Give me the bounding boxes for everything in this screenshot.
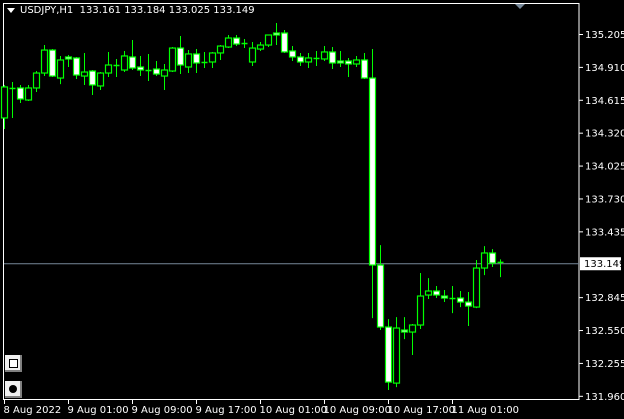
candle-bear	[128, 56, 137, 69]
y-tick-label: 134.615	[585, 96, 624, 107]
candle-bull	[32, 72, 41, 89]
candle-bull	[304, 57, 313, 63]
candle-bear	[64, 56, 73, 60]
chart-title: USDJPY,H1 133.161 133.184 133.025 133.14…	[20, 5, 255, 16]
candle-bear	[440, 295, 449, 299]
x-tick-label: 10 Aug 01:00	[260, 405, 327, 416]
candle-bear	[152, 68, 161, 75]
candle-bear	[280, 32, 289, 53]
candle-bull	[480, 252, 489, 269]
candle-bear	[16, 87, 25, 100]
candle-bull	[256, 44, 265, 50]
x-tick-label: 9 Aug 01:00	[68, 405, 129, 416]
x-tick-label: 9 Aug 09:00	[132, 405, 193, 416]
candle-bull	[80, 71, 89, 77]
candle-bull	[120, 55, 129, 71]
x-tick-label: 8 Aug 2022	[4, 405, 62, 416]
circle-button[interactable]	[5, 381, 22, 398]
y-tick-label: 132.550	[585, 326, 624, 337]
candle-bull	[392, 327, 401, 384]
candle-bull	[424, 290, 433, 296]
candle-bull	[416, 295, 425, 326]
square-icon	[9, 359, 18, 368]
candle-bear	[88, 70, 97, 86]
candle-bear	[344, 60, 353, 65]
y-tick-label: 134.025	[585, 162, 624, 173]
candle-bear	[48, 49, 57, 77]
candle-bear	[336, 60, 345, 64]
current-price-label: 133.149	[584, 259, 624, 270]
candle-bull	[248, 47, 257, 63]
candle-bull	[184, 53, 193, 68]
shift-marker-icon	[515, 4, 525, 9]
current-price-box	[580, 257, 621, 271]
y-tick-label: 133.730	[585, 194, 624, 205]
candle-bear	[376, 264, 385, 328]
candle-bear	[136, 66, 145, 71]
candle-bull	[408, 324, 417, 333]
dropdown-triangle-icon[interactable]	[7, 8, 15, 13]
circle-icon	[9, 385, 17, 393]
candle-bull	[104, 64, 113, 74]
candle-bull	[24, 87, 33, 101]
candle-bear	[456, 297, 465, 303]
y-tick-label: 132.255	[585, 359, 624, 370]
plot-border	[3, 3, 580, 400]
candle-bull	[208, 52, 217, 63]
candle-bull	[264, 34, 273, 46]
square-button[interactable]	[5, 355, 22, 372]
candle-bear	[464, 301, 473, 307]
candle-bear	[488, 252, 497, 264]
candle-bull	[216, 45, 225, 54]
y-tick-label: 131.960	[585, 392, 624, 403]
y-tick-label: 134.910	[585, 63, 624, 74]
ohlc-readout: 133.161 133.184 133.025 133.149	[79, 5, 255, 16]
x-tick-label: 10 Aug 09:00	[324, 405, 391, 416]
symbol-label: USDJPY,H1	[20, 5, 74, 16]
candle-bull	[352, 59, 361, 65]
candle-bear	[368, 77, 377, 266]
candle-bull	[472, 267, 481, 308]
x-tick-label: 9 Aug 17:00	[196, 405, 257, 416]
candle-bear	[232, 37, 241, 45]
candle-bull	[0, 86, 9, 119]
candle-bear	[432, 290, 441, 296]
y-tick-label: 135.205	[585, 30, 624, 41]
candle-bear	[328, 51, 337, 64]
candle-bear	[296, 56, 305, 63]
candle-bear	[288, 50, 297, 58]
y-tick-label: 133.435	[585, 227, 624, 238]
candle-bear	[72, 57, 81, 76]
candle-bear	[272, 32, 281, 36]
candle-bear	[384, 326, 393, 383]
candle-bear	[176, 47, 185, 66]
candle-bull	[40, 49, 49, 74]
candle-bear	[192, 53, 201, 64]
candle-bull	[168, 47, 177, 72]
y-tick-label: 132.845	[585, 293, 624, 304]
candle-bull	[56, 59, 65, 79]
y-tick-label: 134.320	[585, 129, 624, 140]
candle-bull	[320, 51, 329, 60]
x-tick-label: 10 Aug 17:00	[388, 405, 455, 416]
candle-bull	[224, 37, 233, 48]
candle-bull	[160, 69, 169, 77]
x-tick-label: 11 Aug 01:00	[452, 405, 519, 416]
candle-bear	[400, 329, 409, 333]
candle-bear	[360, 59, 369, 79]
candle-bull	[96, 72, 105, 87]
